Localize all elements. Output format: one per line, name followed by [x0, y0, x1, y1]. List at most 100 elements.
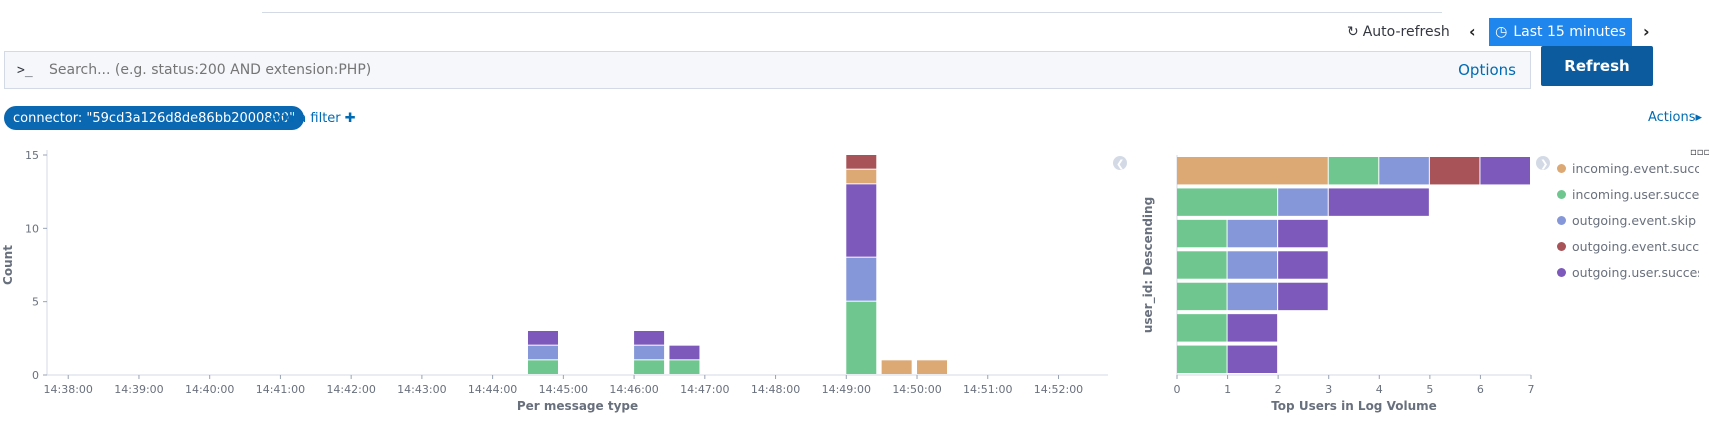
previous-time-icon[interactable]: ‹ [1469, 22, 1476, 41]
x-tick-label: 14:44:00 [468, 383, 517, 396]
legend-dot-icon [1557, 215, 1566, 225]
bar-segment[interactable] [669, 360, 700, 374]
y-axis-title: Count [1, 245, 15, 285]
bar-segment[interactable] [669, 345, 700, 360]
legend-item[interactable]: outgoing.event.skip [1557, 207, 1699, 233]
bar-segment[interactable] [1227, 314, 1278, 342]
bar-segment[interactable] [1278, 282, 1328, 311]
message-type-chart: 0 5 10 15 14:38:00 14:39:00 14:40:00 14:41:00 14… [1, 149, 1108, 413]
x-tick-label: 14:51:00 [963, 383, 1012, 396]
bar-segment[interactable] [846, 257, 877, 301]
refresh-button[interactable]: Refresh [1541, 46, 1653, 86]
options-button[interactable]: Options [1458, 61, 1516, 79]
actions-menu[interactable]: Actions▸ [1648, 110, 1702, 125]
bar-segment[interactable] [1177, 188, 1278, 216]
y-axis-title: user_id: Descending [1141, 197, 1156, 333]
bar-segment[interactable] [1177, 282, 1227, 311]
bar-segment[interactable] [634, 345, 665, 360]
bar-segment[interactable] [1177, 219, 1227, 248]
search-bar: >_ Options [4, 51, 1531, 89]
top-divider [262, 12, 1442, 13]
search-input[interactable] [47, 61, 1459, 79]
x-tick-label: 7 [1528, 383, 1535, 396]
legend-dot-icon [1557, 267, 1566, 277]
bar-segment[interactable] [1429, 157, 1480, 185]
x-tick-label: 14:39:00 [114, 383, 163, 396]
next-time-icon[interactable]: › [1643, 22, 1650, 41]
legend-item[interactable]: outgoing.user.success [1557, 259, 1699, 285]
time-range-picker[interactable]: ◷ Last 15 minutes [1489, 18, 1632, 46]
legend-label: outgoing.event.skip [1572, 212, 1697, 228]
x-tick-label: 14:45:00 [539, 383, 588, 396]
legend-dot-icon [1557, 189, 1566, 199]
bar-segment[interactable] [1328, 157, 1379, 185]
collapse-left-glyph: ❮ [1116, 159, 1124, 170]
bar-segment[interactable] [1227, 219, 1278, 248]
bar-segment[interactable] [1379, 157, 1429, 185]
legend-label: incoming.user.success [1572, 186, 1699, 202]
bar-segment[interactable] [846, 184, 877, 257]
bar-segment[interactable] [527, 360, 558, 374]
bar-segment[interactable] [634, 360, 665, 374]
x-tick-label: 14:43:00 [397, 383, 446, 396]
bar-segment[interactable] [1177, 314, 1227, 342]
x-tick-label: 14:40:00 [185, 383, 234, 396]
legend-item[interactable]: incoming.user.success [1557, 181, 1699, 207]
legend-item[interactable]: outgoing.event.succe... [1557, 233, 1699, 259]
bar-segment[interactable] [1177, 251, 1227, 279]
bar-segment[interactable] [846, 169, 877, 184]
bar-segment[interactable] [1177, 345, 1227, 373]
x-tick-label: 14:48:00 [751, 383, 800, 396]
filter-pill[interactable]: connector: "59cd3a126d8de86bb2000800" [4, 106, 305, 130]
caret-right-icon: ▸ [1695, 110, 1703, 125]
bar-segment[interactable] [917, 360, 948, 374]
bar-segment[interactable] [1227, 251, 1278, 279]
add-filter-button[interactable]: Add a filter ✚ [269, 111, 356, 126]
actions-label: Actions [1648, 110, 1696, 125]
bar-segment[interactable] [527, 345, 558, 360]
bar-segment[interactable] [846, 301, 877, 374]
y-tick-label: 15 [25, 149, 39, 162]
legend-item[interactable]: incoming.event.succ... [1557, 155, 1699, 181]
plus-icon: ✚ [344, 111, 356, 126]
bar-segment[interactable] [634, 331, 665, 345]
auto-refresh-label: Auto-refresh [1362, 24, 1450, 40]
auto-refresh-button[interactable]: ↻ Auto-refresh [1347, 24, 1450, 40]
time-range-label: Last 15 minutes [1513, 24, 1626, 40]
x-tick-label: 6 [1477, 383, 1484, 396]
collapse-left-icon[interactable] [1113, 156, 1127, 170]
x-tick-label: 1 [1224, 383, 1231, 396]
more-icon[interactable]: ▫▫▫ [1690, 147, 1709, 158]
bar-segment[interactable] [1278, 219, 1328, 248]
bar-segment[interactable] [1177, 157, 1328, 185]
collapse-right-icon[interactable] [1536, 156, 1550, 170]
y-tick-label: 5 [32, 296, 39, 309]
x-tick-label: 14:52:00 [1034, 383, 1083, 396]
legend-label: incoming.event.succ... [1572, 160, 1699, 176]
x-tick-label: 5 [1426, 383, 1433, 396]
bar-segment[interactable] [1227, 345, 1278, 373]
x-tick-label: 2 [1275, 383, 1282, 396]
legend-label: outgoing.event.succe... [1572, 238, 1699, 254]
bar-segment[interactable] [1480, 157, 1530, 185]
bar-segment[interactable] [846, 155, 877, 169]
bar-segment[interactable] [881, 360, 912, 374]
bar-segment[interactable] [1278, 251, 1328, 279]
x-axis-title: Per message type [517, 399, 638, 413]
legend-label: outgoing.user.success [1572, 264, 1699, 280]
x-tick-label: 14:42:00 [326, 383, 375, 396]
bar-segment[interactable] [1278, 188, 1328, 216]
bar-segment[interactable] [1227, 282, 1278, 311]
clock-icon: ◷ [1495, 24, 1508, 40]
bar-segment[interactable] [1328, 188, 1429, 216]
legend-dot-icon [1557, 241, 1566, 251]
x-tick-label: 14:47:00 [680, 383, 729, 396]
bar-segment[interactable] [527, 331, 558, 345]
top-users-chart: 0 1 2 3 4 5 6 7 Top Users in Log Volume user_id: … [1141, 155, 1535, 413]
legend: incoming.event.succ... incoming.user.succ… [1557, 155, 1699, 285]
x-tick-label: 14:41:00 [256, 383, 305, 396]
x-tick-label: 14:50:00 [892, 383, 941, 396]
x-tick-label: 3 [1325, 383, 1332, 396]
x-tick-label: 14:38:00 [44, 383, 93, 396]
